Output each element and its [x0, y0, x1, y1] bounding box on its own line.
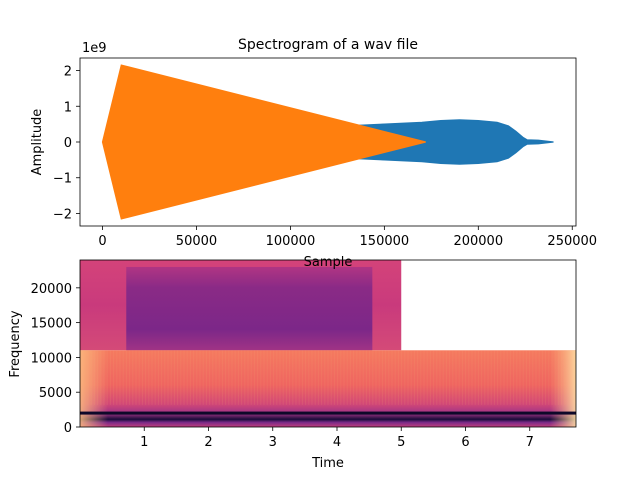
bottom-y-tick-label: 15000 [31, 317, 72, 332]
bottom-y-ticks: 0 5000 10000 15000 20000 [31, 282, 80, 436]
overlap-spacer [80, 260, 576, 270]
bottom-x-tick-label: 3 [269, 435, 277, 450]
spectrogram-right-edge [550, 350, 576, 427]
spectrogram-dark-band [80, 411, 576, 415]
top-x-tick-label: 50000 [176, 234, 217, 249]
bottom-y-tick-label: 0 [64, 421, 72, 436]
spectrogram-region-2 [126, 266, 373, 351]
bottom-x-axis-label: Time [311, 456, 344, 471]
top-x-tick-label: 150000 [360, 234, 410, 249]
bottom-y-tick-label: 20000 [31, 282, 72, 297]
top-y-tick-label: −1 [53, 172, 72, 187]
bottom-x-tick-label: 6 [461, 435, 469, 450]
top-x-ticks: 0 50000 100000 150000 200000 250000 [98, 226, 597, 249]
top-x-tick-label: 100000 [266, 234, 316, 249]
bottom-axes-frame [79, 259, 577, 428]
spectrogram-plot: 1 2 3 4 5 6 7 0 5000 10000 15000 20000 Time Freque… [8, 259, 577, 471]
bottom-y-tick-label: 10000 [31, 351, 72, 366]
top-x-tick-label: 0 [98, 234, 106, 249]
top-y-tick-label: 1 [64, 100, 72, 115]
waveform-series [101, 64, 554, 220]
top-y-tick-label: 0 [64, 136, 72, 151]
top-y-ticks: −2 −1 0 1 2 [53, 65, 80, 222]
bottom-x-tick-label: 2 [204, 435, 212, 450]
top-x-tick-label: 200000 [453, 234, 503, 249]
top-y-axis-label: Amplitude [30, 109, 45, 176]
waveform-series-2 [101, 64, 426, 220]
bottom-x-ticks: 1 2 3 4 5 6 7 [140, 427, 534, 450]
bottom-x-tick-label: 1 [140, 435, 148, 450]
spectrogram-image [80, 260, 576, 427]
bottom-x-tick-label: 5 [397, 435, 405, 450]
top-x-tick-label: 250000 [547, 234, 597, 249]
y-offset-text: 1e9 [82, 41, 107, 56]
chart-title: Spectrogram of a wav file [238, 37, 418, 53]
waveform-plot: Spectrogram of a wav file 0 50000 100000 15… [30, 37, 597, 249]
bottom-x-tick-label: 4 [333, 435, 341, 450]
top-x-axis-label: Sample [304, 255, 353, 270]
bottom-y-axis-label: Frequency [8, 310, 23, 377]
top-y-tick-label: 2 [64, 65, 72, 80]
bottom-x-tick-label: 7 [526, 435, 534, 450]
top-y-tick-label: −2 [53, 207, 72, 222]
bottom-y-tick-label: 5000 [39, 386, 72, 401]
